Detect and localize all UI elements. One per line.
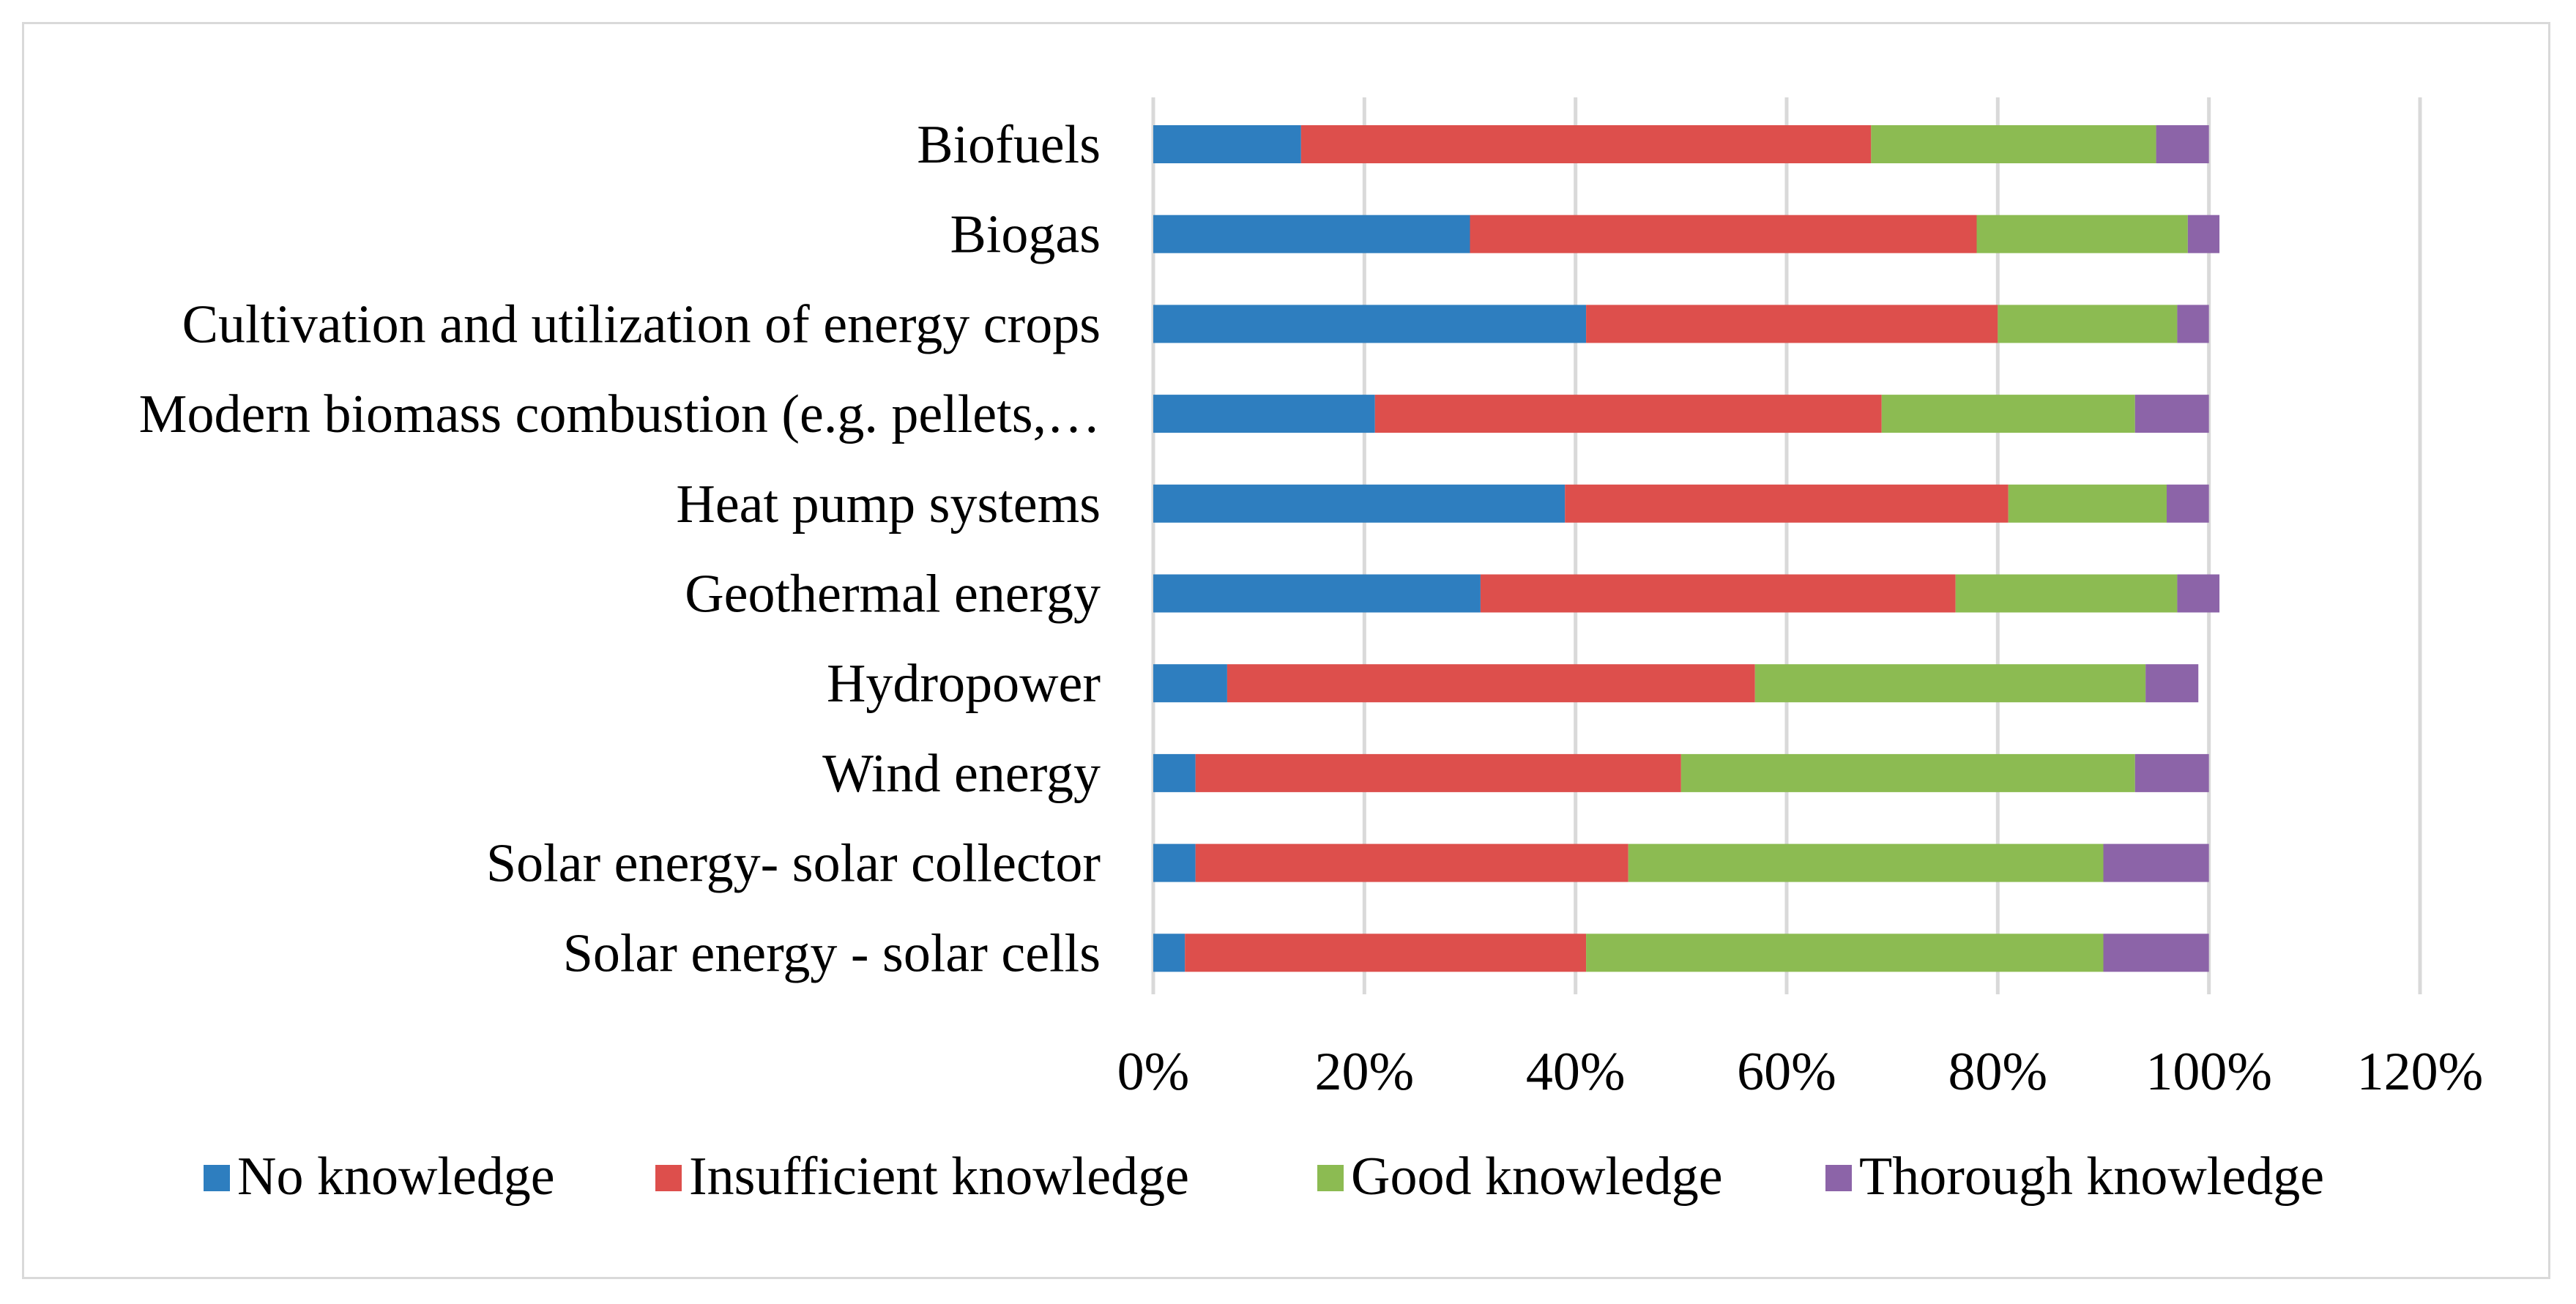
bar-segment-good-knowledge	[1680, 753, 2135, 792]
legend-label: Thorough knowledge	[1859, 1147, 2324, 1207]
category-label: Solar energy- solar collector	[486, 834, 1101, 894]
bar-segment-insufficient-knowledge	[1300, 125, 1872, 163]
x-tick-label: 120%	[2357, 1042, 2484, 1102]
x-tick-label: 20%	[1315, 1042, 1415, 1102]
category-label: Hydropower	[827, 654, 1101, 714]
category-label: Biofuels	[917, 115, 1101, 175]
legend-label: No knowledge	[237, 1147, 555, 1207]
bar-segment-insufficient-knowledge	[1480, 574, 1956, 613]
bar-segment-no-knowledge	[1153, 664, 1227, 703]
bar-segment-insufficient-knowledge	[1374, 395, 1882, 433]
bar-segment-no-knowledge	[1153, 753, 1196, 792]
bar-segment-thorough-knowledge	[2156, 125, 2209, 163]
category-labels: Biofuels Biogas Cultivation and utilizatio…	[139, 115, 1101, 983]
bar-segment-good-knowledge	[1628, 843, 2104, 882]
bar-segment-good-knowledge	[1871, 125, 2156, 163]
chart-frame: Biofuels Biogas Cultivation and utilizatio…	[22, 22, 2550, 1279]
bar-segment-good-knowledge	[1754, 664, 2146, 703]
bar-segment-no-knowledge	[1153, 395, 1375, 433]
bar-segment-insufficient-knowledge	[1565, 484, 2009, 523]
bar-segment-thorough-knowledge	[2167, 484, 2209, 523]
bar-segment-thorough-knowledge	[2103, 934, 2209, 972]
bar-segment-good-knowledge	[1998, 305, 2178, 343]
bar-segment-no-knowledge	[1153, 843, 1196, 882]
bar-segment-good-knowledge	[1955, 574, 2178, 613]
bar-segment-no-knowledge	[1153, 125, 1301, 163]
bar-segment-insufficient-knowledge	[1185, 934, 1587, 972]
legend-swatch	[1825, 1165, 1852, 1191]
x-tick-label: 80%	[1948, 1042, 2048, 1102]
category-label: Solar energy - solar cells	[563, 923, 1101, 983]
legend-swatch	[655, 1165, 682, 1191]
stacked-bar-chart: Biofuels Biogas Cultivation and utilizatio…	[139, 97, 2484, 1207]
legend-swatch	[204, 1165, 230, 1191]
x-tick-label: 40%	[1526, 1042, 1626, 1102]
x-tick-label: 60%	[1737, 1042, 1836, 1102]
bar-segment-thorough-knowledge	[2187, 215, 2220, 253]
bar-segment-insufficient-knowledge	[1195, 753, 1681, 792]
bar-segment-thorough-knowledge	[2134, 753, 2209, 792]
x-tick-labels: 0% 20% 40% 60% 80% 100% 120%	[1117, 1042, 2484, 1102]
bar-segment-insufficient-knowledge	[1226, 664, 1755, 703]
x-tick-label: 0%	[1117, 1042, 1190, 1102]
legend-swatch	[1317, 1165, 1344, 1191]
bar-segment-thorough-knowledge	[2177, 305, 2209, 343]
bar-segment-insufficient-knowledge	[1586, 305, 1998, 343]
category-label: Heat pump systems	[676, 474, 1101, 534]
bar-segment-no-knowledge	[1153, 934, 1185, 972]
bar-segment-insufficient-knowledge	[1470, 215, 1977, 253]
category-label: Wind energy	[822, 744, 1101, 804]
bar-segment-insufficient-knowledge	[1195, 843, 1628, 882]
legend-label: Insufficient knowledge	[689, 1147, 1189, 1207]
bar-segment-thorough-knowledge	[2134, 395, 2209, 433]
category-label: Cultivation and utilization of energy cr…	[182, 294, 1101, 354]
bar-segment-no-knowledge	[1153, 574, 1481, 613]
bar-segment-thorough-knowledge	[2103, 843, 2209, 882]
bar-segment-no-knowledge	[1153, 305, 1587, 343]
bar-segment-good-knowledge	[1881, 395, 2135, 433]
category-label: Geothermal energy	[685, 565, 1101, 625]
legend-label: Good knowledge	[1351, 1147, 1723, 1207]
category-label: Modern biomass combustion (e.g. pellets,…	[139, 384, 1101, 444]
category-label: Biogas	[950, 205, 1101, 265]
bar-segment-no-knowledge	[1153, 484, 1566, 523]
bar-segment-good-knowledge	[2008, 484, 2167, 523]
x-tick-label: 100%	[2145, 1042, 2272, 1102]
bar-segment-thorough-knowledge	[2177, 574, 2220, 613]
bars	[1153, 125, 2220, 972]
legend: No knowledge Insufficient knowledge Good k…	[204, 1147, 2324, 1207]
bar-segment-no-knowledge	[1153, 215, 1470, 253]
bar-segment-good-knowledge	[1976, 215, 2188, 253]
bar-segment-good-knowledge	[1586, 934, 2104, 972]
bar-segment-thorough-knowledge	[2145, 664, 2199, 703]
